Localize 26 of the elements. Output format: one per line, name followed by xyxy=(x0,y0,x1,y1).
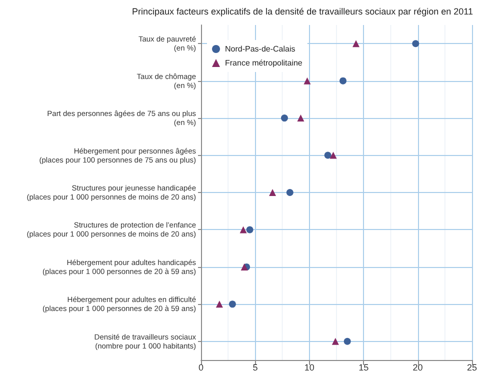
legend-label: France métropolitaine xyxy=(225,58,303,68)
point xyxy=(332,338,339,345)
x-tick-label: 10 xyxy=(304,362,314,372)
point xyxy=(297,114,304,122)
point xyxy=(286,189,294,196)
point xyxy=(324,152,332,159)
x-tick-label: 15 xyxy=(358,362,369,372)
point xyxy=(352,40,360,48)
point xyxy=(240,263,248,270)
x-tick-label: 25 xyxy=(466,362,477,372)
point xyxy=(340,77,346,84)
x-tick-label: 0 xyxy=(198,362,204,372)
point xyxy=(304,77,311,84)
chart-title: Principaux facteurs explicatifs de la densité de travailleurs sociaux par région en 2011 xyxy=(132,6,474,16)
point xyxy=(330,152,337,159)
point xyxy=(269,189,276,196)
point xyxy=(216,300,223,308)
x-tick-label: 20 xyxy=(412,362,423,372)
x-tick-label: 5 xyxy=(252,362,258,372)
point xyxy=(240,226,247,234)
point xyxy=(246,226,254,234)
legend-label: Nord-Pas-de-Calais xyxy=(225,44,296,54)
point xyxy=(280,114,288,122)
point xyxy=(412,40,420,48)
point xyxy=(228,300,236,308)
point xyxy=(344,338,351,345)
